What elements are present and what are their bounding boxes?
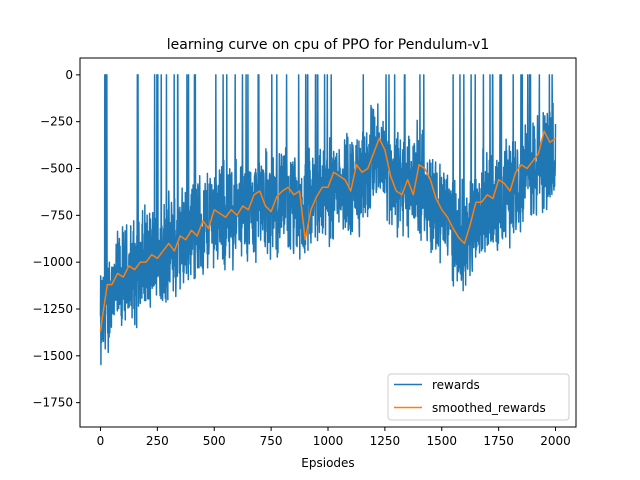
x-tick-label: 1750 xyxy=(483,434,514,448)
y-tick-label: −1500 xyxy=(32,349,73,363)
x-tick-label: 1000 xyxy=(313,434,344,448)
x-tick-label: 750 xyxy=(260,434,283,448)
series-line-rewards xyxy=(99,74,557,366)
legend-label-smoothed-rewards: smoothed_rewards xyxy=(432,401,546,415)
legend-label-rewards: rewards xyxy=(432,378,480,392)
chart-title: learning curve on cpu of PPO for Pendulu… xyxy=(167,37,490,53)
x-tick-label: 1500 xyxy=(426,434,457,448)
x-axis-label: Epsiodes xyxy=(301,456,354,470)
x-tick-label: 250 xyxy=(146,434,169,448)
y-tick-label: −1250 xyxy=(32,302,73,316)
legend-box xyxy=(387,373,570,421)
x-tick-label: 1250 xyxy=(370,434,401,448)
y-tick-label: −1000 xyxy=(32,255,73,269)
y-tick-label: −1750 xyxy=(32,396,73,410)
y-tick-label: −750 xyxy=(40,208,73,222)
x-axis: 0 250 500 750 1000 1250 1500 1750 2000 xyxy=(97,427,571,448)
x-tick-label: 0 xyxy=(97,434,105,448)
y-tick-label: 0 xyxy=(65,68,73,82)
x-tick-label: 2000 xyxy=(540,434,571,448)
y-axis: 0 −250 −500 −750 −1000 −1250 −1500 −1750 xyxy=(32,68,80,410)
y-tick-label: −500 xyxy=(40,162,73,176)
x-tick-label: 500 xyxy=(203,434,226,448)
legend: rewards smoothed_rewards xyxy=(387,373,570,421)
series-line-smoothed-rewards xyxy=(99,130,556,332)
plot-area xyxy=(99,74,557,366)
y-tick-label: −250 xyxy=(40,115,73,129)
series-layer xyxy=(99,74,557,366)
